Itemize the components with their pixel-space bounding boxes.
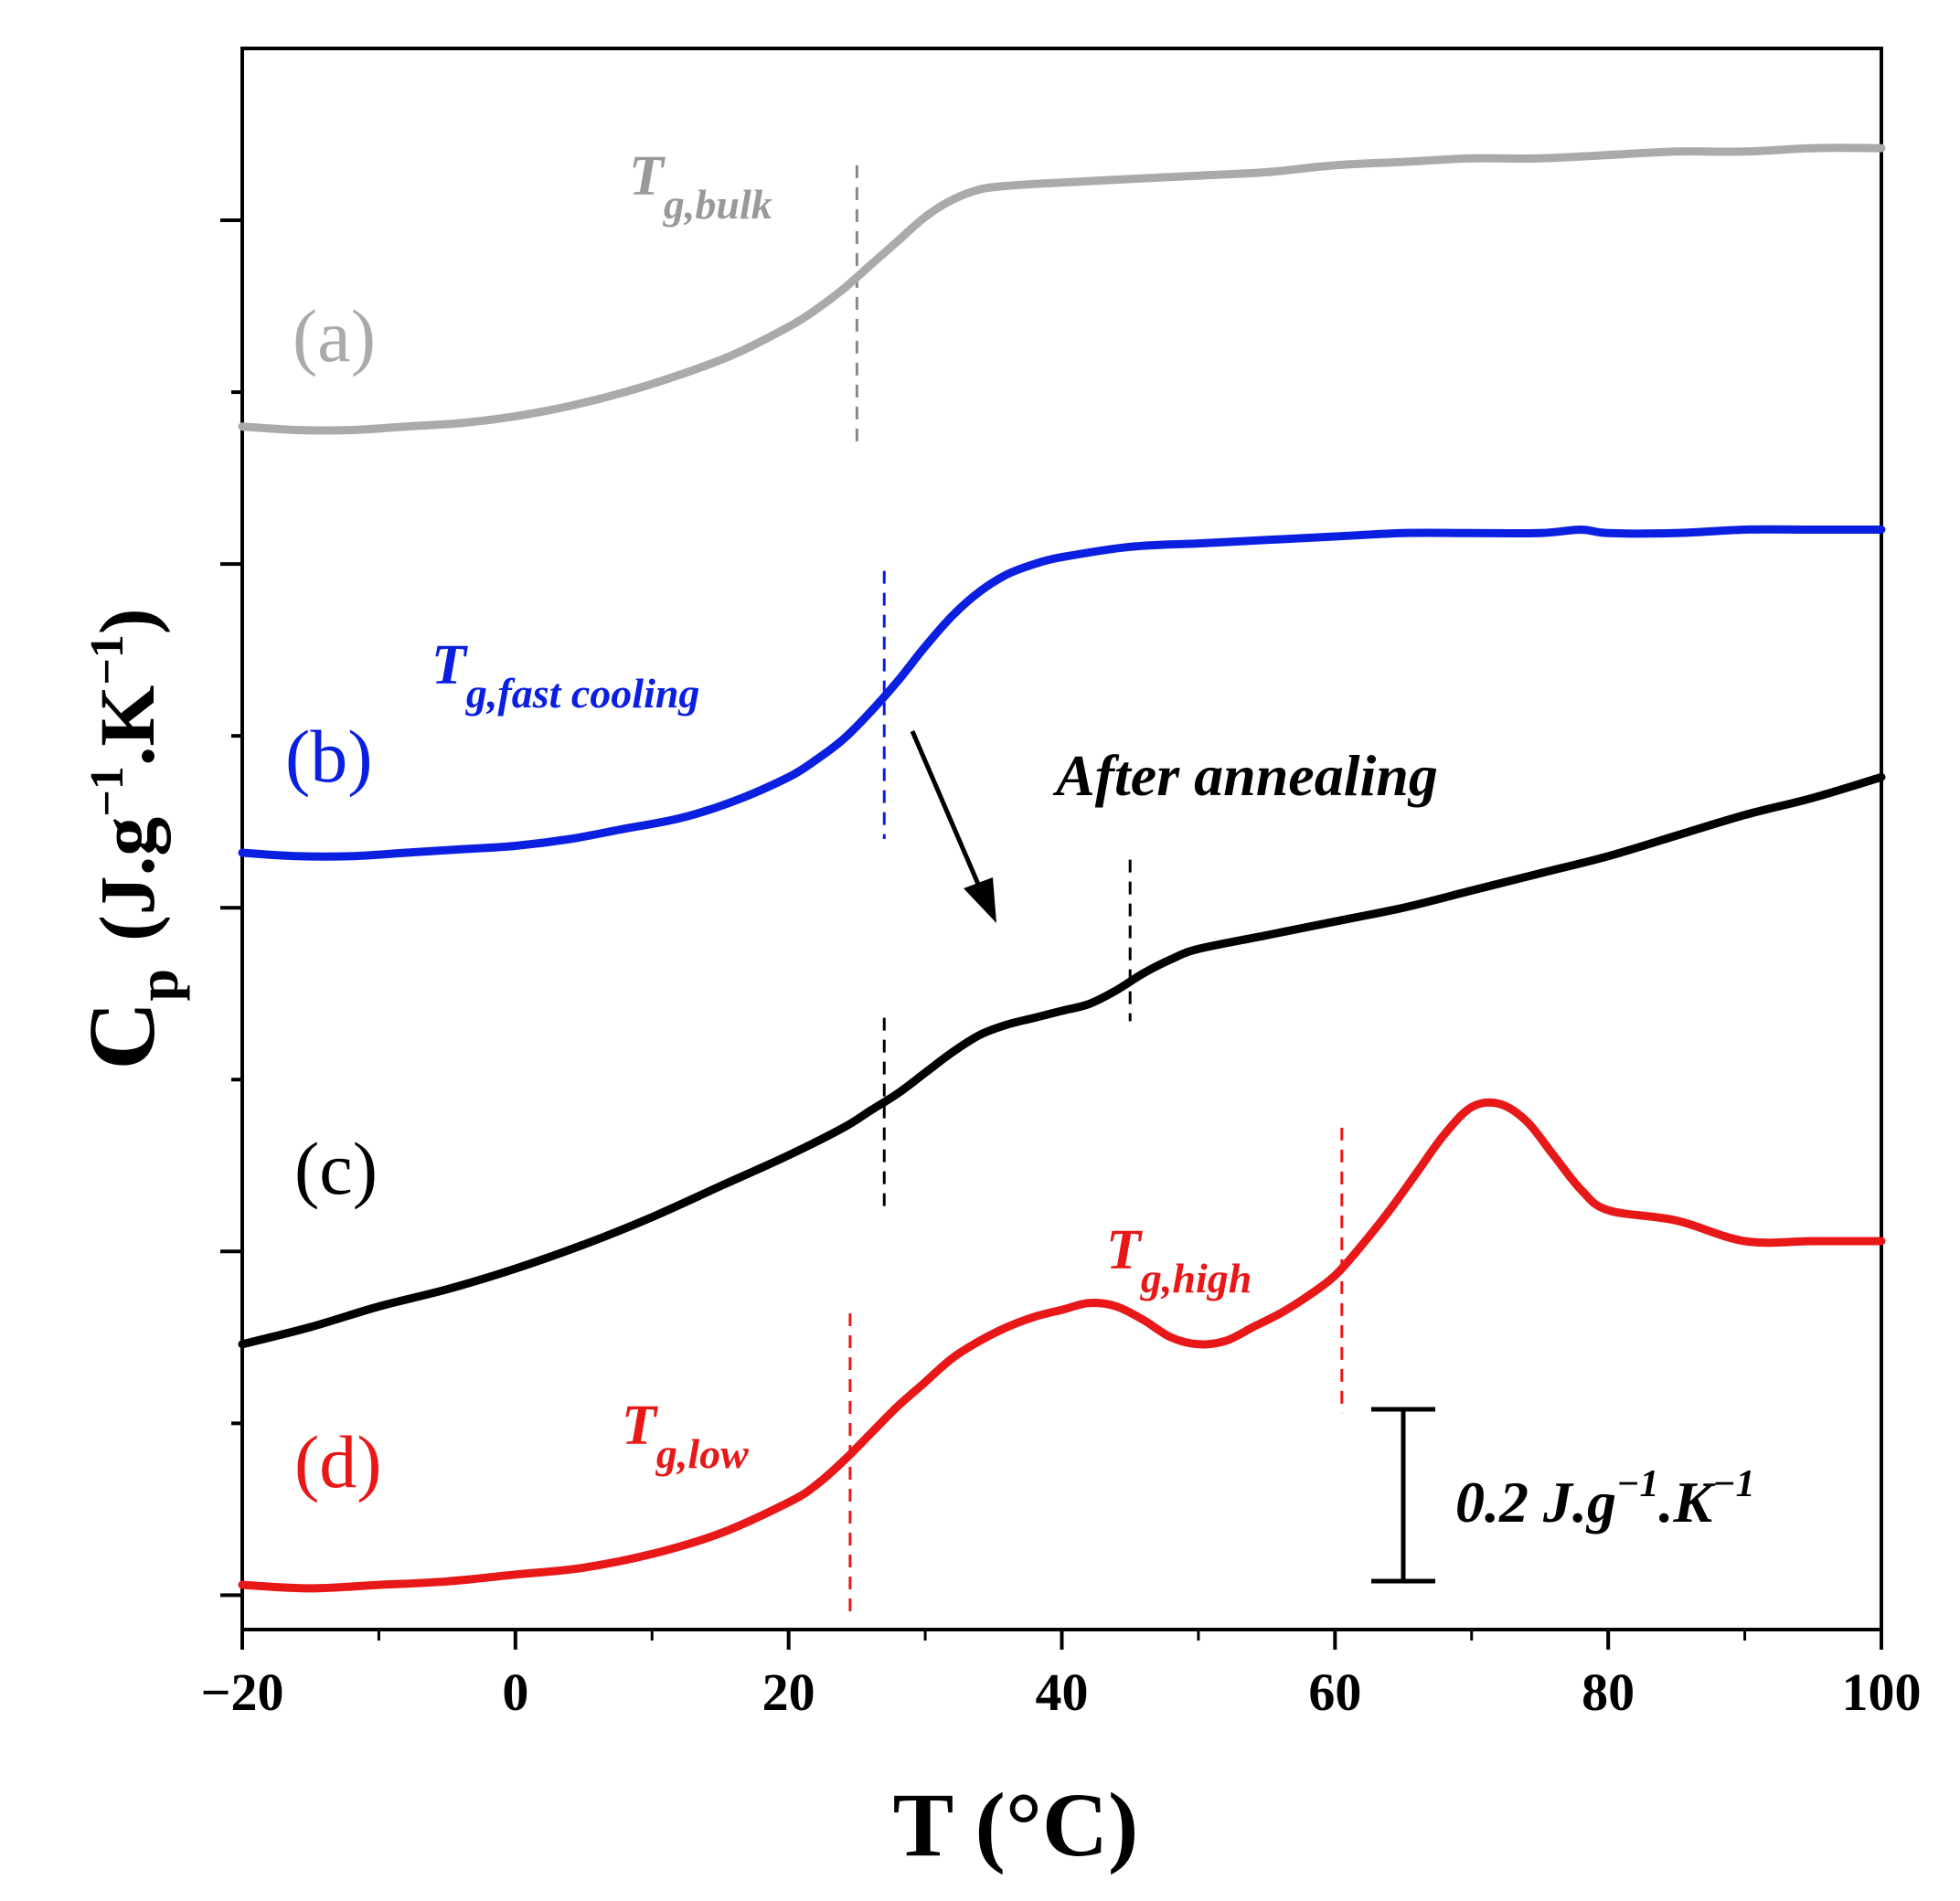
annotation-tg-high: Tg,high [1106, 1219, 1252, 1301]
series-label-a: (a) [293, 294, 376, 377]
series-label-d: (d) [294, 1420, 382, 1503]
x-axis-title: T (°C) [893, 1774, 1139, 1875]
series-line-a [238, 143, 1886, 435]
scale-bar [1371, 1407, 1435, 1584]
annotation-tg-low: Tg,low [622, 1395, 749, 1477]
series-line-d [238, 1098, 1886, 1593]
x-axis-ticks: −20 0 20 40 60 80 100 [200, 1630, 1922, 1722]
plot-frame [240, 47, 1883, 1631]
series-label-c: (c) [294, 1127, 378, 1210]
annotation-after-annealing: After annealing [1052, 743, 1438, 808]
series-group [238, 143, 1886, 1593]
series-line-b [238, 525, 1886, 861]
tg-markers [848, 165, 1344, 1620]
annealing-arrow-shaft [910, 730, 983, 889]
series-label-b: (b) [285, 715, 373, 798]
y-axis-ticks [220, 218, 242, 1598]
x-tick-label: 80 [1582, 1662, 1635, 1722]
annealing-arrow-head [964, 877, 996, 923]
annotation-tg-fast-cooling: Tg,fast cooling [431, 634, 699, 717]
x-tick-label: 20 [762, 1662, 815, 1722]
x-tick-label: 100 [1842, 1662, 1922, 1722]
annotation-tg-bulk: Tg,bulk [629, 145, 772, 228]
x-tick-label: 0 [502, 1662, 528, 1722]
scale-bar-label: 0.2 J.g−1.K−1 [1455, 1463, 1755, 1535]
y-axis-title: Cp(J.g−1.K−1) [69, 608, 190, 1069]
x-tick-label: 40 [1036, 1662, 1089, 1722]
x-tick-label: −20 [200, 1662, 283, 1722]
series-line-c [238, 772, 1886, 1349]
x-tick-label: 60 [1308, 1662, 1361, 1722]
